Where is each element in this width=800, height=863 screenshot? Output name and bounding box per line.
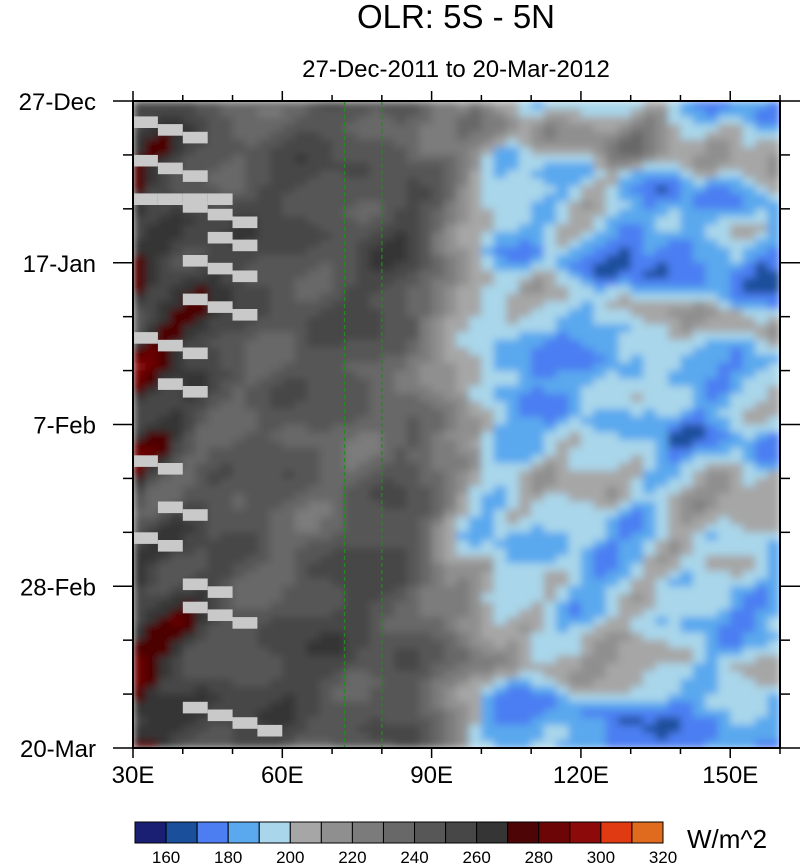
colorbar-swatch <box>507 821 540 844</box>
colorbar-swatch <box>600 821 633 844</box>
y-tick-label: 17-Jan <box>23 251 96 278</box>
colorbar-swatch <box>476 821 509 844</box>
colorbar-label: 240 <box>400 848 428 863</box>
x-tick-label: 150E <box>702 762 758 789</box>
y-tick-label: 7-Feb <box>33 413 96 440</box>
colorbar-swatch <box>382 821 416 844</box>
missing-data-blocks <box>133 116 283 737</box>
reference-lines <box>343 101 383 748</box>
colorbar-swatch <box>134 821 167 844</box>
colorbar-swatch <box>445 821 478 844</box>
colorbar-swatch <box>289 821 322 844</box>
colorbar-swatch <box>569 821 602 844</box>
chart-title: OLR: 5S - 5N <box>357 0 555 35</box>
y-tick-label: 20-Mar <box>20 736 96 763</box>
olr-cells <box>133 101 780 748</box>
x-tick-label: 120E <box>553 762 609 789</box>
colorbar-unit: W/m^2 <box>687 824 767 854</box>
colorbar-swatch <box>196 821 229 844</box>
x-tick-label: 90E <box>410 762 453 789</box>
colorbar-swatch <box>320 821 353 844</box>
olr-field <box>133 101 780 748</box>
y-tick-label: 27-Dec <box>19 89 96 116</box>
x-tick-label: 30E <box>112 762 155 789</box>
colorbar-label: 180 <box>214 848 242 863</box>
colorbar-label: 160 <box>152 848 180 863</box>
y-tick-label: 28-Feb <box>20 574 96 601</box>
colorbar-swatch <box>414 821 447 844</box>
colorbar-swatch <box>631 821 664 844</box>
colorbar-swatch <box>538 821 571 844</box>
colorbar-swatch <box>258 821 291 844</box>
colorbar-swatch <box>227 821 260 844</box>
colorbar-label: 260 <box>462 848 490 863</box>
colorbar-label: 300 <box>587 848 615 863</box>
colorbar-swatch <box>351 821 384 844</box>
colorbar: 160 180 200 220 240 260 280 300 320 <box>134 821 677 863</box>
chart-subtitle: 27-Dec-2011 to 20-Mar-2012 <box>302 56 610 83</box>
x-tick-label: 60E <box>261 762 304 789</box>
colorbar-label: 320 <box>649 848 677 863</box>
axes: 30E 60E 90E 120E 150E 27-Dec 17-Jan 7-Feb 28-Feb… <box>19 89 800 789</box>
colorbar-label: 200 <box>276 848 304 863</box>
colorbar-label: 280 <box>525 848 553 863</box>
colorbar-label: 220 <box>338 848 366 863</box>
colorbar-swatch <box>165 821 198 844</box>
